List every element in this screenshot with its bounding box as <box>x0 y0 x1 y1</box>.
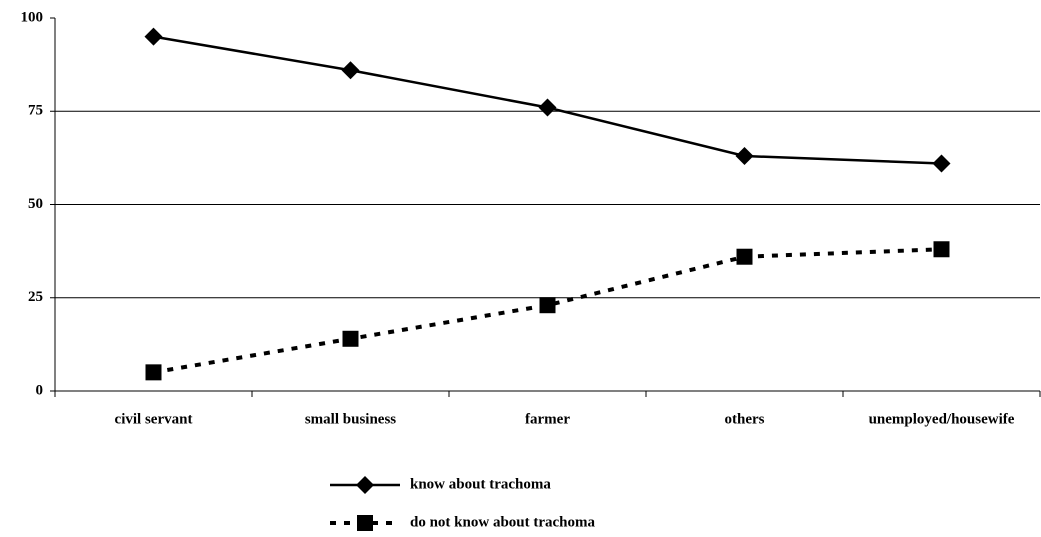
y-tick-label: 0 <box>36 382 44 398</box>
x-tick-label: unemployed/housewife <box>869 411 1015 427</box>
y-tick-label: 100 <box>21 9 44 25</box>
x-tick-label: farmer <box>525 411 570 427</box>
marker <box>342 330 359 347</box>
x-tick-label: others <box>725 411 765 427</box>
marker <box>356 476 374 494</box>
marker <box>539 297 556 314</box>
y-tick-label: 50 <box>28 196 43 212</box>
marker <box>357 515 373 531</box>
x-tick-label: small business <box>305 411 396 427</box>
marker <box>735 147 754 166</box>
marker <box>145 364 162 381</box>
legend-label: know about trachoma <box>410 476 551 492</box>
y-tick-label: 25 <box>28 289 43 305</box>
marker <box>144 27 163 46</box>
marker <box>538 98 557 117</box>
y-tick-label: 75 <box>28 103 43 119</box>
marker <box>932 154 951 173</box>
legend-label: do not know about trachoma <box>410 514 596 530</box>
x-tick-label: civil servant <box>115 411 193 427</box>
marker <box>341 61 360 80</box>
marker <box>736 248 753 265</box>
marker <box>933 241 950 258</box>
